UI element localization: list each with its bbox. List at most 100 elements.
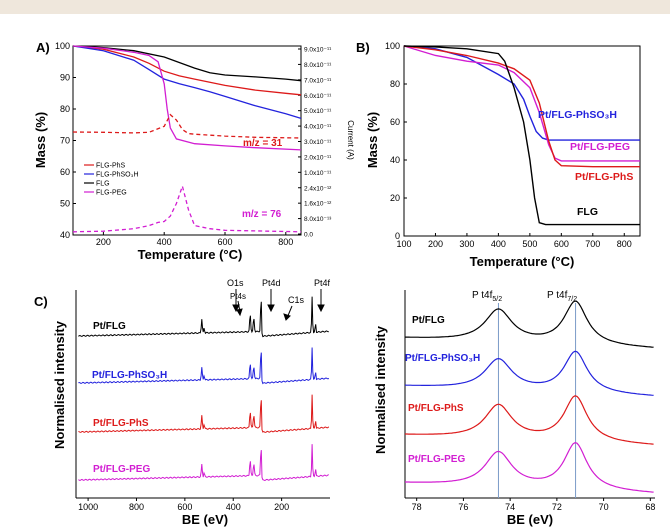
panel-b-ytick-label: 40 <box>390 155 400 165</box>
panel-c-right-series-pt-flg-phs <box>405 395 654 445</box>
panel-b-xtick-label: 500 <box>522 239 537 249</box>
panel-a-y2tick-label: 8.0x10⁻¹³ <box>304 216 332 223</box>
panel-a-y2-label: Current (A) <box>346 120 355 160</box>
panel-b-ytick-label: 20 <box>390 193 400 203</box>
panel-a-legend: FLG-PhS FLG-PhSO₃H FLG FLG-PEG <box>84 163 139 197</box>
panel-b-xtick-label: 400 <box>491 239 506 249</box>
legend-label-flg: FLG <box>96 181 110 188</box>
panel-a-y2tick-label: 5.0x10⁻¹¹ <box>304 108 332 115</box>
panel-a-xtick-label: 200 <box>96 237 111 247</box>
peak-label-pt4f52: P t4f5/2 <box>472 290 502 303</box>
panel-b-x-label: Temperature (°C) <box>470 254 575 269</box>
label-pt-flg-phs: Pt/FLG-PhS <box>575 171 633 183</box>
label-pt-flg-peg: Pt/FLG-PEG <box>570 141 630 153</box>
panel-b-series-pt-flg-phso-h <box>403 45 640 141</box>
panel-b-ytick-label: 60 <box>390 117 400 127</box>
panel-b-ytick-label: 0 <box>395 231 400 241</box>
panel-c-right-xtick-label: 74 <box>505 502 515 512</box>
panel-b-ytick-label: 100 <box>385 41 400 51</box>
panel-a-chart: Temperature (°C) Mass (%) Current (A) 20… <box>33 41 355 262</box>
panel-c-left-series-pt-flg-phso-h <box>78 347 330 385</box>
label-pt-flg: Pt/FLG <box>93 321 126 332</box>
panel-b-xtick-label: 700 <box>585 239 600 249</box>
panel-b-y-label: Mass (%) <box>365 112 380 168</box>
panel-a-y2tick-label: 9.0x10⁻¹¹ <box>304 47 332 54</box>
panel-label-a: A) <box>36 40 50 55</box>
label-pt-flg-phso3h-survey: Pt/FLG-PhSO₃H <box>92 370 167 381</box>
peak-label-pt4f: Pt4f <box>314 278 331 288</box>
panel-a-ytick-label: 70 <box>60 136 70 146</box>
panel-c-left-x-label: BE (eV) <box>182 512 228 527</box>
label-pt-flg-xps: Pt/FLG <box>412 315 445 326</box>
panel-a-ytick-label: 80 <box>60 104 70 114</box>
panel-b-series-flg <box>403 45 640 226</box>
top-banner <box>0 0 670 14</box>
panel-a-y2tick-label: 1.0x10⁻¹¹ <box>304 170 332 177</box>
panel-a-y2tick-label: 6.0x10⁻¹¹ <box>304 93 332 100</box>
panel-b-xtick-label: 800 <box>617 239 632 249</box>
panel-a-y2tick-label: 0.0 <box>304 232 313 239</box>
label-pt-flg-peg-survey: Pt/FLG-PEG <box>93 464 150 475</box>
panel-a-ytick-label: 40 <box>60 230 70 240</box>
label-flg: FLG <box>577 206 598 218</box>
panel-c-left-series-pt-flg-phs <box>78 394 330 433</box>
panel-c-left-xtick-label: 600 <box>177 502 192 512</box>
panel-a-ytick-label: 90 <box>60 73 70 83</box>
panel-b-xtick-label: 200 <box>428 239 443 249</box>
panel-a-series-m-z-31 <box>72 113 302 139</box>
label-pt-flg-peg-xps: Pt/FLG-PEG <box>408 454 465 465</box>
panel-c-right-series-pt-flg-peg <box>405 442 654 493</box>
panel-c-left-xtick-label: 400 <box>226 502 241 512</box>
legend-label-flg-phs: FLG-PhS <box>96 163 126 170</box>
peak-label-pt4s: Pt4s <box>230 292 246 301</box>
panel-b-xtick-label: 100 <box>396 239 411 249</box>
panel-c-right-xtick-label: 68 <box>645 502 655 512</box>
panel-c-right-xtick-label: 78 <box>412 502 422 512</box>
panel-c-right-y-label: Normalised intensity <box>373 325 388 454</box>
annotation-mz31: m/z = 31 <box>243 138 283 149</box>
peak-label-o1s: O1s <box>227 278 244 288</box>
panel-a-series-flg-phso-h <box>72 45 302 120</box>
panel-a-xtick-label: 600 <box>217 237 232 247</box>
panel-a-y2tick-label: 2.4x10⁻¹² <box>304 185 332 192</box>
legend-label-flg-phso3h: FLG-PhSO₃H <box>96 172 139 179</box>
peak-label-pt4d: Pt4d <box>262 278 281 288</box>
peak-label-pt4f72: P t4f7/2 <box>547 290 577 303</box>
label-pt-flg-phso3h-xps: Pt/FLG-PhSO₃H <box>405 353 480 364</box>
panel-a-y2tick-label: 3.0x10⁻¹¹ <box>304 139 332 146</box>
panel-b-plot-frame <box>403 45 641 237</box>
panel-a-x-label: Temperature (°C) <box>138 247 243 262</box>
panel-a-y2tick-label: 1.6x10⁻¹² <box>304 201 332 208</box>
panel-c-right-series-pt-flg <box>405 300 654 348</box>
panel-b-xtick-label: 300 <box>459 239 474 249</box>
peak-arrows <box>232 289 325 321</box>
panel-c-survey-chart: BE (eV) Normalised intensity 1000 800 600 4… <box>52 278 331 527</box>
legend-label-flg-peg: FLG-PEG <box>96 190 127 197</box>
panel-a-y2tick-label: 2.0x10⁻¹¹ <box>304 154 332 161</box>
panel-b-xtick-label: 600 <box>554 239 569 249</box>
panel-c-left-series-pt-flg <box>78 296 329 338</box>
panel-b-chart: Temperature (°C) Mass (%) 100 200 300 400 50… <box>365 41 641 269</box>
panel-a-ytick-label: 50 <box>60 199 70 209</box>
label-pt-flg-phs-survey: Pt/FLG-PhS <box>93 418 149 429</box>
panel-c-left-xtick-label: 1000 <box>78 502 98 512</box>
panel-c-pt4f-chart: BE (eV) Normalised intensity 78 76 74 72 70 6… <box>373 290 655 527</box>
annotation-mz76: m/z = 76 <box>242 209 282 220</box>
panel-a-series-flg-peg <box>72 45 302 151</box>
panel-a-series-flg <box>72 45 302 82</box>
panel-b-series-pt-flg-peg <box>403 45 640 162</box>
panel-a-ytick-label: 60 <box>60 167 70 177</box>
panel-a-y2tick-label: 7.0x10⁻¹¹ <box>304 77 332 84</box>
panel-c-right-xtick-label: 76 <box>458 502 468 512</box>
panel-a-xtick-label: 400 <box>157 237 172 247</box>
panel-b-series-pt-flg-phs <box>403 45 640 168</box>
panel-c-left-series-pt-flg-peg <box>78 444 329 482</box>
panel-a-series-flg-phs <box>72 45 302 96</box>
panel-c-right-x-label: BE (eV) <box>507 512 553 527</box>
panel-label-c: C) <box>34 294 48 309</box>
peak-label-c1s: C1s <box>288 295 305 305</box>
label-pt-flg-phs-xps: Pt/FLG-PhS <box>408 403 464 414</box>
panel-c-left-xtick-label: 200 <box>274 502 289 512</box>
panel-a-y2tick-label: 4.0x10⁻¹¹ <box>304 124 332 131</box>
